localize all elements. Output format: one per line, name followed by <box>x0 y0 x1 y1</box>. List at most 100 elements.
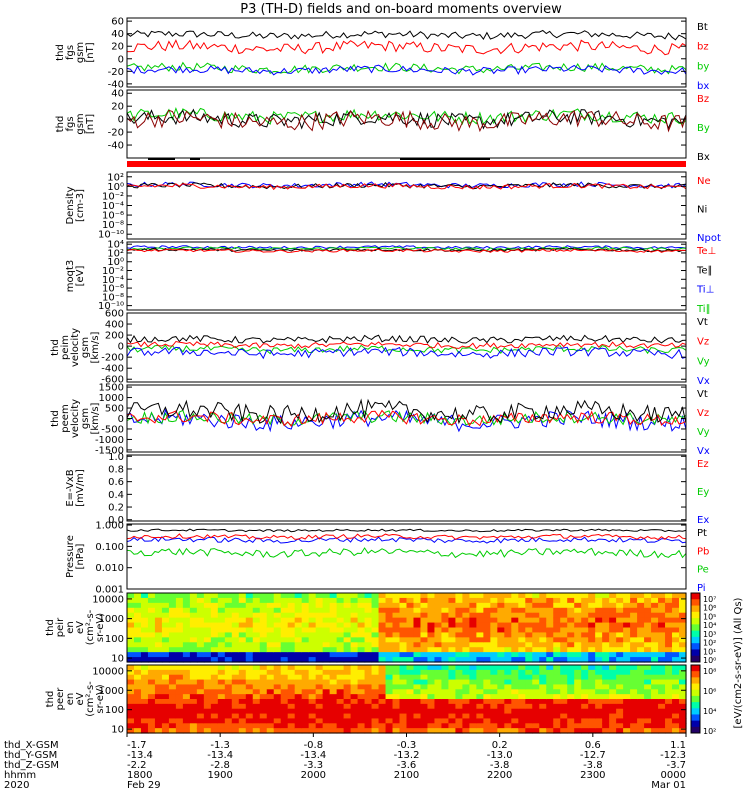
spectrogram-cell <box>644 699 652 705</box>
spectrogram-cell <box>546 612 554 619</box>
spectrogram-cell <box>280 632 289 638</box>
y-axis-label: thd <box>55 116 66 133</box>
spectrogram-cell <box>294 642 303 648</box>
spectrogram-cell <box>315 665 324 671</box>
legend-Vy: Vy <box>697 427 710 438</box>
spectrogram-cell <box>224 632 233 638</box>
spectrogram-cell <box>644 669 652 676</box>
spectrogram-cell <box>371 665 380 671</box>
spectrogram-cell <box>329 728 338 734</box>
spectrogram-cell <box>133 607 142 614</box>
spectrogram-cell <box>399 647 408 653</box>
spectrogram-cell <box>287 669 296 676</box>
spectrogram-cell <box>497 703 505 710</box>
spectrogram-cell <box>259 602 268 609</box>
spectrogram-cell <box>476 617 484 624</box>
spectrogram-cell <box>462 665 470 671</box>
spectrogram-cell <box>567 637 575 643</box>
spectrogram-cell <box>210 637 219 643</box>
spectrogram-cell <box>616 642 624 648</box>
spectrogram-cell <box>210 723 219 729</box>
spectrogram-cell <box>308 602 317 609</box>
legend-Bt: Bt <box>697 22 708 33</box>
spectrogram-cell <box>490 607 498 614</box>
spectrogram-cell <box>245 699 254 705</box>
spectrogram-cell <box>595 597 603 604</box>
spectrogram-cell <box>553 669 561 676</box>
spectrogram-cell <box>168 718 177 724</box>
spectrogram-cell <box>602 617 610 624</box>
spectrogram-cell <box>182 689 191 695</box>
spectrogram-cell <box>364 713 373 720</box>
spectrogram-cell <box>203 703 212 710</box>
y-axis-label: gsm <box>75 113 86 134</box>
spectrogram-cell <box>210 612 219 619</box>
spectrogram-cell <box>623 703 631 710</box>
spectrogram-cell <box>266 699 275 705</box>
spectrogram-cell <box>588 652 596 658</box>
spectrogram-cell <box>413 669 422 676</box>
spectrogram-cell <box>168 637 177 643</box>
spectrogram-cell <box>469 657 477 663</box>
spectrogram-cell <box>651 647 659 653</box>
spectrogram-cell <box>133 689 142 695</box>
spectrogram-cell <box>490 632 498 638</box>
spectrogram-cell <box>553 708 561 715</box>
spectrogram-cell <box>560 728 568 734</box>
spectrogram-cell <box>420 669 429 676</box>
spectrogram-cell <box>588 637 596 643</box>
spectrogram-cell <box>483 602 491 609</box>
spectrogram-cell <box>343 694 352 700</box>
spectrogram-cell <box>196 684 205 690</box>
spectrogram-cell <box>245 622 254 629</box>
spectrogram-cell <box>588 602 596 609</box>
spectrogram-cell <box>525 674 533 681</box>
spectrogram-cell <box>350 674 359 681</box>
spectrogram-cell <box>280 674 289 681</box>
spectrogram-cell <box>392 637 401 643</box>
spectrogram-cell <box>420 713 429 720</box>
series-Vz-line <box>126 340 687 350</box>
spectrogram-cell <box>280 689 289 695</box>
spectrogram-cell <box>560 665 568 671</box>
spectrogram-cell <box>301 679 310 686</box>
spectrogram-cell <box>623 637 631 643</box>
spectrogram-cell <box>574 708 582 715</box>
spectrogram-cell <box>147 622 156 629</box>
spectrogram-cell <box>210 684 219 690</box>
spectrogram-cell <box>490 718 498 724</box>
colorbar-segment <box>691 714 700 722</box>
spectrogram-cell <box>644 622 652 629</box>
spectrogram-cell <box>406 652 415 658</box>
spectrogram-cell <box>532 699 540 705</box>
spectrogram-cell <box>315 708 324 715</box>
spectrogram-cell <box>581 703 589 710</box>
legend-Ti∥: Ti∥ <box>696 304 711 315</box>
spectrogram-cell <box>665 713 673 720</box>
spectrogram-cell <box>133 612 142 619</box>
spectrogram-cell <box>154 669 163 676</box>
panel-frame <box>126 312 687 383</box>
colorbar-segment <box>691 677 700 685</box>
spectrogram-cell <box>252 632 261 638</box>
spectrogram-cell <box>441 708 450 715</box>
spectrogram-cell <box>371 708 380 715</box>
legend-Ey: Ey <box>697 487 709 498</box>
spectrogram-cell <box>427 602 436 609</box>
spectrogram-cell <box>623 632 631 638</box>
spectrogram-cell <box>343 612 352 619</box>
spectrogram-cell <box>469 723 477 729</box>
spectrogram-cell <box>434 674 443 681</box>
colorbar-segment <box>691 708 700 715</box>
spectrogram-cell <box>127 669 135 676</box>
spectrogram-cell <box>672 723 680 729</box>
x-axis-labels: thd_X-GSMthd_Y-GSMthd_Z-GSMhhmm2020-1.7-… <box>4 733 687 791</box>
spectrogram-cell <box>462 627 470 634</box>
spectrogram-cell <box>679 617 687 624</box>
spectrogram-cell <box>133 652 142 658</box>
spectrogram-cell <box>378 674 387 681</box>
spectrogram-cell <box>280 602 289 609</box>
spectrogram-cell <box>658 728 666 734</box>
spectrogram-cell <box>588 708 596 715</box>
spectrogram-cell <box>469 597 477 604</box>
